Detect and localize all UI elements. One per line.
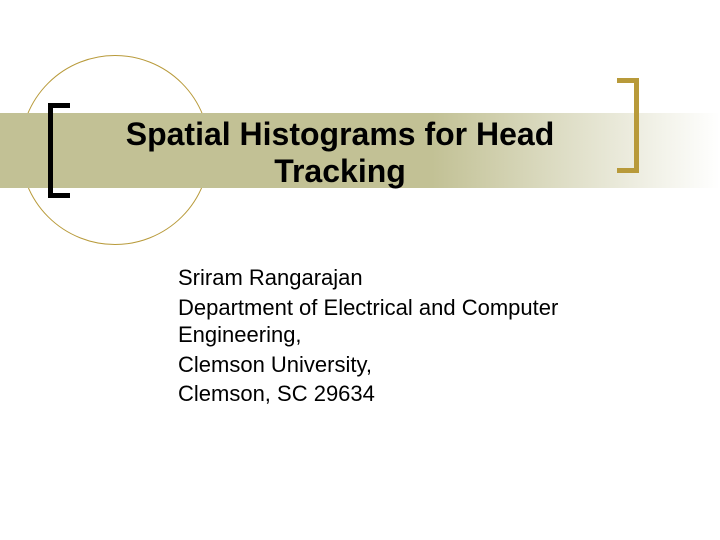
bracket-right xyxy=(617,78,639,173)
body-line: Clemson University, xyxy=(178,351,648,379)
body-line: Clemson, SC 29634 xyxy=(178,380,648,408)
bracket-left xyxy=(48,103,70,198)
slide-body: Sriram Rangarajan Department of Electric… xyxy=(178,264,648,410)
slide-title: Spatial Histograms for Head Tracking xyxy=(70,116,610,190)
body-line: Sriram Rangarajan xyxy=(178,264,648,292)
body-line: Department of Electrical and Computer En… xyxy=(178,294,648,349)
